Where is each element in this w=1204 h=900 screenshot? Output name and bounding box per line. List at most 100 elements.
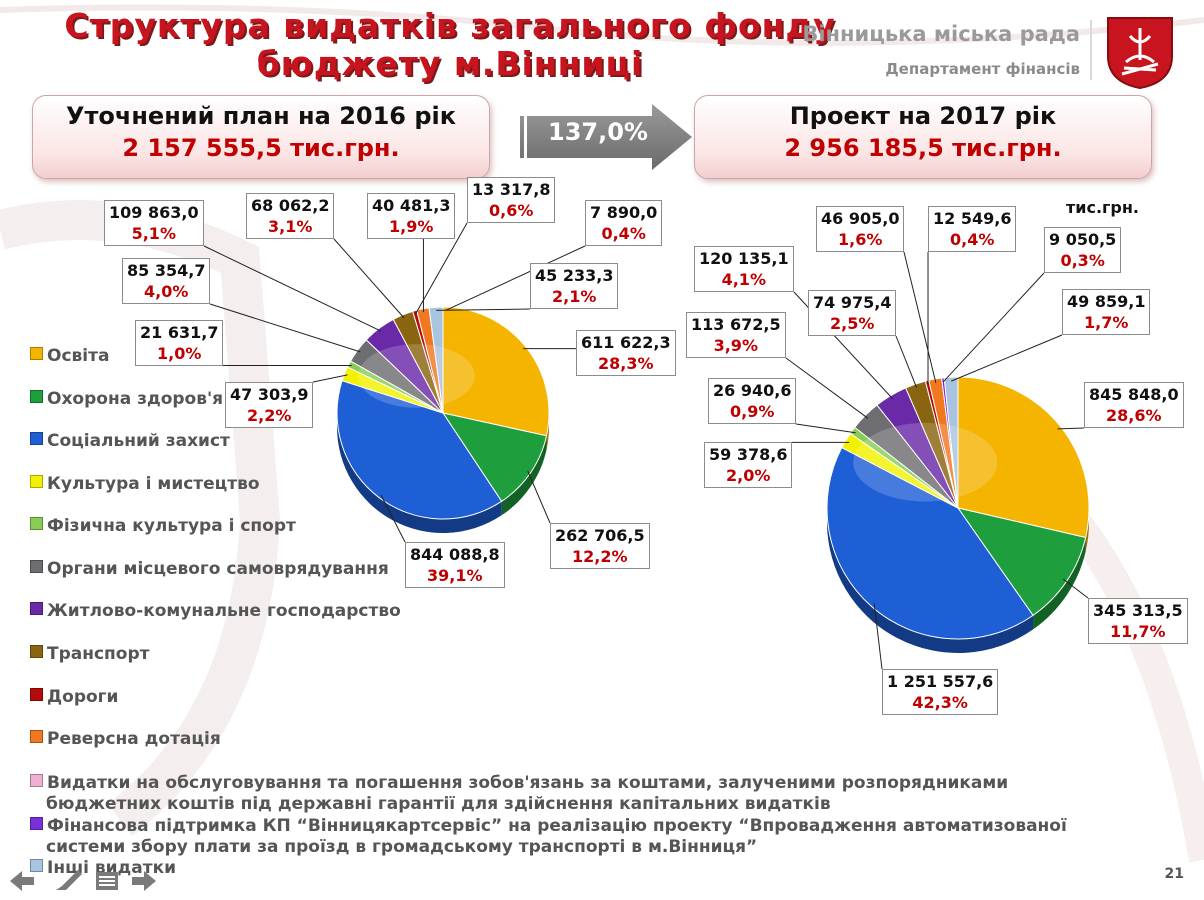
legend-label-continued: системи збору плати за проїзд в громадсь… <box>46 837 758 857</box>
data-label: 12 549,6 0,4% <box>928 206 1017 252</box>
pie-slice <box>826 446 1034 640</box>
legend-item: Соціальний захист <box>30 431 230 451</box>
data-label-percent: 1,0% <box>157 344 202 363</box>
city-coat-of-arms-icon <box>1107 17 1173 90</box>
data-label: 113 672,5 3,9% <box>686 312 786 358</box>
legend-swatch <box>30 432 43 445</box>
pie-slice <box>957 376 1090 539</box>
legend-label-continued: бюджетних коштів під державні гарантії д… <box>46 794 831 814</box>
pie-slice <box>943 376 959 509</box>
data-label-percent: 28,3% <box>598 354 654 373</box>
legend-label: Видатки на обслуговування та погашення з… <box>47 773 1009 793</box>
data-label-value: 49 859,1 <box>1067 292 1146 311</box>
legend-item: Органи місцевого самоврядування <box>30 559 389 579</box>
legend-label: Соціальний захист <box>47 431 230 451</box>
previous-slide-icon <box>10 871 34 891</box>
data-label-percent: 11,7% <box>1110 622 1166 641</box>
legend-label: Транспорт <box>47 644 150 664</box>
data-label-value: 9 050,5 <box>1049 230 1117 249</box>
data-label-percent: 5,1% <box>131 224 176 243</box>
data-label-value: 59 378,6 <box>709 445 788 464</box>
plan-2017-total: 2 956 185,5 тис.грн. <box>784 134 1062 162</box>
data-label-percent: 28,6% <box>1106 406 1162 425</box>
data-label-value: 611 622,3 <box>581 333 671 352</box>
legend-swatch <box>30 390 43 403</box>
data-label: 40 481,3 1,9% <box>367 193 456 239</box>
data-label-value: 7 890,0 <box>590 203 658 222</box>
data-label: 120 135,1 4,1% <box>694 246 794 292</box>
data-label: 68 062,2 3,1% <box>246 193 335 239</box>
data-label: 262 706,5 12,2% <box>550 523 650 569</box>
legend-item: Транспорт <box>30 644 150 664</box>
legend-swatch <box>30 602 43 615</box>
header-divider <box>1090 20 1092 80</box>
legend-item: Дороги <box>30 687 118 707</box>
leader-line <box>1063 578 1089 599</box>
leader-line <box>312 374 348 383</box>
pie-slice <box>336 380 503 520</box>
leader-line <box>1057 427 1085 430</box>
leader-line <box>895 335 918 389</box>
data-label-percent: 0,4% <box>950 230 995 249</box>
pie-gloss <box>853 422 998 502</box>
slide-navigation-bar[interactable] <box>8 868 158 894</box>
legend-item: Фізична культура і спорт <box>30 516 296 536</box>
leader-line <box>951 334 1063 382</box>
pie-slice <box>441 412 548 503</box>
data-label-value: 26 940,6 <box>713 381 792 400</box>
data-label: 85 354,7 4,0% <box>122 258 211 304</box>
data-label-percent: 0,6% <box>489 201 534 220</box>
data-label-percent: 2,1% <box>552 287 597 306</box>
pie-slice-side <box>1033 537 1086 630</box>
page-number: 21 <box>1164 866 1184 882</box>
data-label: 59 378,6 2,0% <box>704 442 793 488</box>
data-label-percent: 1,9% <box>389 217 434 236</box>
department-name: Департамент фінансів <box>885 60 1080 78</box>
data-label-percent: 2,2% <box>247 406 292 425</box>
growth-arrow-icon <box>514 104 692 170</box>
plan-2016-box: Уточнений план на 2016 рік 2 157 555,5 т… <box>32 95 490 179</box>
legend-label: Фізична культура і спорт <box>47 516 296 536</box>
legend-label: Фінансова підтримка КП “Вінницякартсерві… <box>47 816 1067 836</box>
data-label-percent: 42,3% <box>912 693 968 712</box>
leader-line <box>903 251 937 383</box>
data-label: 46 905,0 1,6% <box>816 206 905 252</box>
legend-item: Житлово-комунальне господарство <box>30 601 401 621</box>
leader-line <box>203 245 382 332</box>
leader-line <box>415 222 468 315</box>
data-label-percent: 1,7% <box>1084 313 1129 332</box>
legend-label: Охорона здоров'я <box>47 389 224 409</box>
plan-2016-total: 2 157 555,5 тис.грн. <box>122 134 400 162</box>
leader-line <box>795 423 856 434</box>
legend-label: Реверсна дотація <box>47 729 221 749</box>
data-label-value: 12 549,6 <box>933 209 1012 228</box>
next-slide-icon <box>132 871 156 891</box>
data-label-percent: 4,1% <box>721 270 766 289</box>
legend-item: Охорона здоров'я <box>30 389 223 409</box>
pie-slice <box>442 306 550 437</box>
data-label-value: 46 905,0 <box>821 209 900 228</box>
data-label-percent: 12,2% <box>572 547 628 566</box>
pen-icon <box>56 870 82 890</box>
data-label-value: 120 135,1 <box>699 249 789 268</box>
data-label: 844 088,8 39,1% <box>405 542 505 588</box>
legend-swatch <box>30 347 43 360</box>
legend-swatch <box>30 774 43 787</box>
data-label-value: 1 251 557,6 <box>887 672 994 691</box>
leader-line <box>445 245 586 311</box>
pie-slice-side <box>336 413 502 534</box>
pie-slice-side <box>501 435 547 516</box>
data-label-value: 68 062,2 <box>251 196 330 215</box>
data-label-value: 844 088,8 <box>410 545 500 564</box>
data-label-percent: 0,3% <box>1060 251 1105 270</box>
legend-swatch <box>30 645 43 658</box>
pie-gloss <box>358 344 475 408</box>
data-label: 109 863,0 5,1% <box>104 200 204 246</box>
data-label-percent: 1,6% <box>838 230 883 249</box>
legend-swatch <box>30 688 43 701</box>
leader-line <box>333 238 405 319</box>
leader-line <box>209 303 361 353</box>
legend-swatch <box>30 517 43 530</box>
pie-slice <box>428 306 444 414</box>
leader-line <box>785 357 869 419</box>
